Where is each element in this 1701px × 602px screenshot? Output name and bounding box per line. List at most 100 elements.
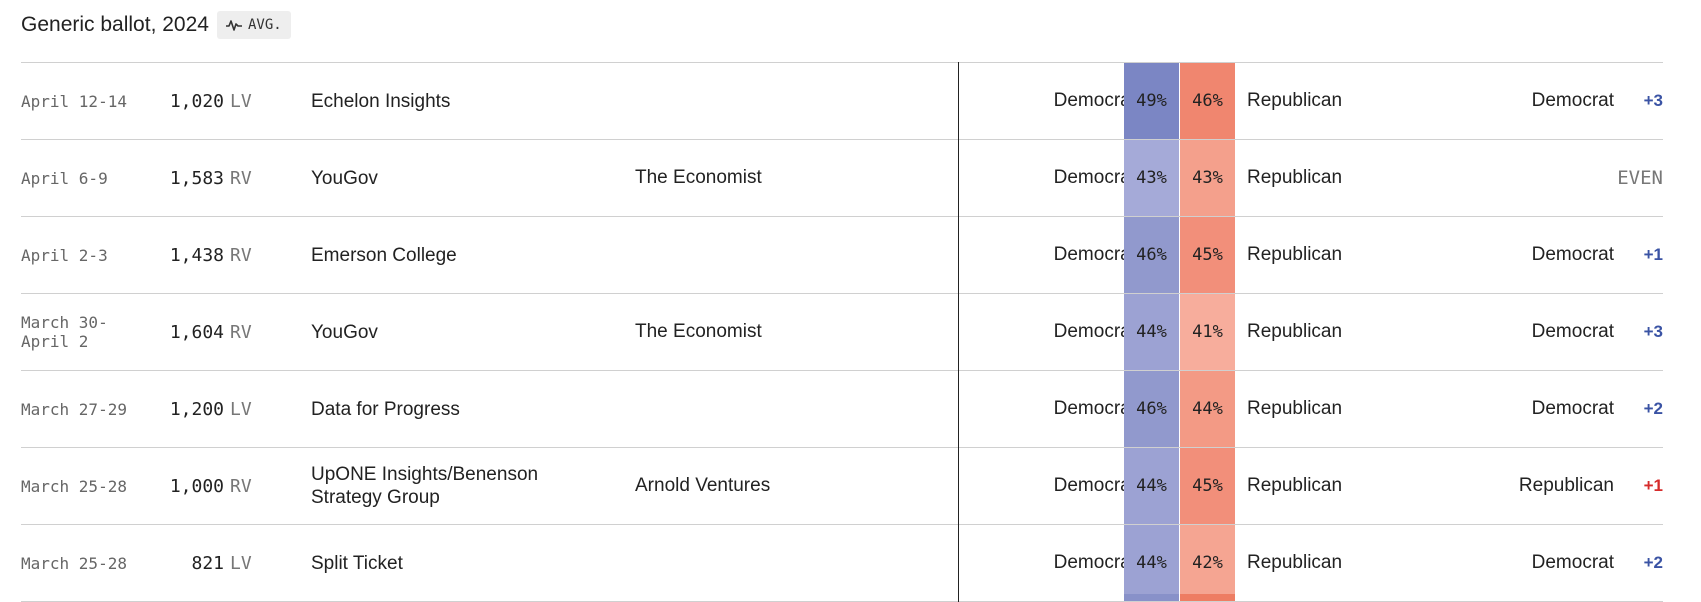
rep-candidate-label: Republican — [1247, 244, 1343, 265]
net-result-margin: +1 — [1643, 245, 1663, 264]
pollster-link[interactable]: Data for Progress — [311, 398, 460, 420]
pollster-name: Emerson College — [311, 217, 611, 293]
rep-candidate-label: Republican — [1247, 398, 1343, 419]
poll-dates-text: April 2-3 — [21, 245, 108, 265]
rep-percent: 46% — [1180, 63, 1235, 139]
sample-type: RV — [230, 167, 252, 189]
net-result-leader: Democrat — [1531, 321, 1614, 342]
net-result-margin: +1 — [1643, 476, 1663, 495]
rep-percent: 41% — [1180, 294, 1235, 370]
poll-dates-text: March 25-28 — [21, 476, 127, 496]
dem-candidate-label: Democrat — [1053, 398, 1136, 419]
net-result-leader: Democrat — [1531, 552, 1614, 573]
pollster-name: Echelon Insights — [311, 63, 611, 139]
average-toggle-button[interactable]: AVG. — [216, 11, 291, 39]
chart-header: Generic ballot, 2024 AVG. — [21, 10, 291, 40]
rep-percent: 43% — [1180, 140, 1235, 216]
poll-dates-text: March 30- April 2 — [21, 313, 108, 351]
dem-percent: 44% — [1124, 294, 1179, 370]
sample-count: 821 — [191, 552, 224, 574]
sponsor-name — [635, 217, 935, 293]
sample-type: RV — [230, 321, 252, 343]
dem-candidate-label: Democrat — [1053, 90, 1136, 111]
pollster-link[interactable]: YouGov — [311, 167, 378, 189]
sponsor-name: The Economist — [635, 321, 762, 342]
trend-line-icon — [225, 20, 242, 31]
sample-type: RV — [230, 475, 252, 497]
pollster-name: YouGov — [311, 294, 611, 370]
pollster-link[interactable]: YouGov — [311, 321, 378, 343]
pollster-name: Data for Progress — [311, 371, 611, 447]
pollster-link[interactable]: Split Ticket — [311, 552, 403, 574]
net-result-even: EVEN — [1617, 167, 1663, 189]
poll-row[interactable]: March 25-28 1,000 RV UpONE Insights/Benenso… — [21, 447, 1663, 524]
sample-size: 1,604 RV — [169, 294, 277, 370]
rep-candidate-label: Republican — [1247, 552, 1343, 573]
sample-size: 1,438 RV — [169, 217, 277, 293]
poll-row[interactable]: April 12-14 1,020 LV Echelon Insights Democr… — [21, 62, 1663, 139]
poll-dates-text: March 27-29 — [21, 399, 127, 419]
poll-row[interactable]: March 25-28 821 LV Split Ticket Democrat 44% 4… — [21, 524, 1663, 601]
rep-percent: 45% — [1180, 217, 1235, 293]
dem-candidate-label: Democrat — [1053, 167, 1136, 188]
pollster-name: YouGov — [311, 140, 611, 216]
sample-count: 1,000 — [169, 475, 224, 497]
sample-count: 1,583 — [169, 167, 224, 189]
poll-dates: April 2-3 — [21, 217, 161, 293]
poll-row[interactable]: April 2-3 1,438 RV Emerson College Democrat 4… — [21, 216, 1663, 293]
poll-row[interactable]: April 6-9 1,583 RV YouGov The Economist Democ… — [21, 139, 1663, 216]
poll-dates: April 12-14 — [21, 63, 161, 139]
sample-count: 1,020 — [169, 90, 224, 112]
sponsor-name: Arnold Ventures — [635, 475, 771, 496]
poll-dates-text: April 12-14 — [21, 91, 127, 111]
dem-percent: 43% — [1124, 140, 1179, 216]
dem-candidate-label: Democrat — [1053, 321, 1136, 342]
sample-count: 1,604 — [169, 321, 224, 343]
pollster-name: UpONE Insights/Benenson Strategy Group — [311, 448, 611, 524]
average-label: AVG. — [247, 17, 282, 33]
next-row-partial — [21, 594, 1663, 601]
dem-candidate-label: Democrat — [1053, 244, 1136, 265]
sponsor-name: The Economist — [635, 167, 762, 188]
pollster-name: Split Ticket — [311, 525, 611, 601]
sample-size: 1,000 RV — [169, 448, 277, 524]
polls-table: April 12-14 1,020 LV Echelon Insights Democr… — [21, 62, 1663, 602]
poll-dates-text: March 25-28 — [21, 553, 127, 573]
pollster-link[interactable]: UpONE Insights/Benenson Strategy Group — [311, 464, 539, 508]
poll-dates: March 27-29 — [21, 371, 161, 447]
poll-dates: April 6-9 — [21, 140, 161, 216]
poll-dates-text: April 6-9 — [21, 168, 108, 188]
sample-type: LV — [230, 398, 252, 420]
dem-percent: 44% — [1124, 448, 1179, 524]
rep-percent: 42% — [1180, 525, 1235, 601]
poll-row[interactable]: March 30- April 2 1,604 RV YouGov The Econom… — [21, 293, 1663, 370]
pollster-link[interactable]: Emerson College — [311, 244, 457, 266]
rep-candidate-label: Republican — [1247, 167, 1343, 188]
rep-candidate-label: Republican — [1247, 321, 1343, 342]
net-result-leader: Republican — [1518, 475, 1614, 496]
dem-candidate-label: Democrat — [1053, 552, 1136, 573]
sponsor-name — [635, 371, 935, 447]
sample-count: 1,200 — [169, 398, 224, 420]
sample-size: 1,583 RV — [169, 140, 277, 216]
sample-type: RV — [230, 244, 252, 266]
dem-percent: 49% — [1124, 63, 1179, 139]
poll-dates: March 25-28 — [21, 525, 161, 601]
next-row-rep-cell — [1180, 594, 1235, 601]
dem-candidate-label: Democrat — [1053, 475, 1136, 496]
sample-size: 821 LV — [169, 525, 277, 601]
next-row-dem-cell — [1124, 594, 1179, 601]
page-title: Generic ballot, 2024 — [21, 13, 209, 36]
net-result-leader: Democrat — [1531, 398, 1614, 419]
net-result-margin: +2 — [1643, 553, 1663, 572]
rep-percent: 45% — [1180, 448, 1235, 524]
poll-row[interactable]: March 27-29 1,200 LV Data for Progress Democ… — [21, 370, 1663, 447]
sponsor-name — [635, 525, 935, 601]
net-result-leader: Democrat — [1531, 90, 1614, 111]
sample-count: 1,438 — [169, 244, 224, 266]
rep-percent: 44% — [1180, 371, 1235, 447]
poll-dates: March 25-28 — [21, 448, 161, 524]
net-result-leader: Democrat — [1531, 244, 1614, 265]
net-result-margin: +3 — [1643, 91, 1663, 110]
pollster-link[interactable]: Echelon Insights — [311, 90, 451, 112]
